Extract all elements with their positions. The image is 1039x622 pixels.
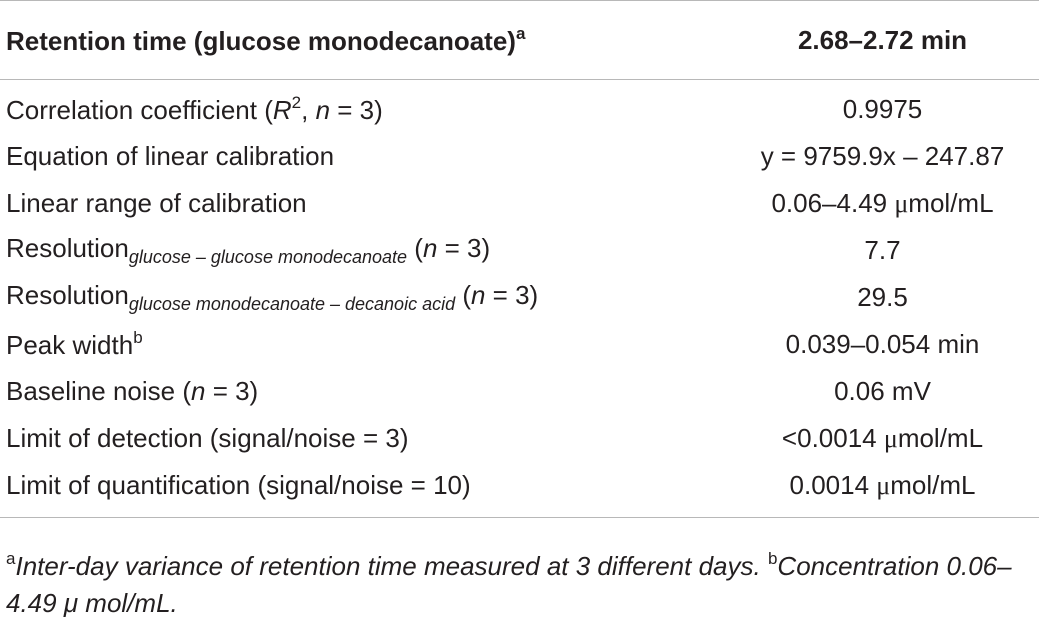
table-row: Baseline noise (n = 3) 0.06 mV (0, 368, 1039, 415)
row-label: Correlation coefficient (R2, n = 3) (6, 93, 383, 125)
row-label: Baseline noise (n = 3) (6, 376, 259, 406)
row-label: Linear range of calibration (6, 188, 307, 218)
table-row: Equation of linear calibration y = 9759.… (0, 133, 1039, 180)
table-row: Resolutionglucose – glucose monodecanoat… (0, 227, 1039, 274)
header-parameter: Retention time (glucose monodecanoate)a (6, 23, 526, 56)
table-row: Correlation coefficient (R2, n = 3) 0.99… (0, 80, 1039, 134)
table-row: Resolutionglucose monodecanoate – decano… (0, 274, 1039, 321)
footnote-a-text: Inter-day variance of retention time mea… (15, 551, 768, 581)
footnote-b-marker: b (767, 549, 778, 568)
row-label: Equation of linear calibration (6, 141, 335, 171)
table-header-row: Retention time (glucose monodecanoate)a … (0, 0, 1039, 80)
table-row: Limit of detection (signal/noise = 3) <0… (0, 415, 1039, 462)
row-value: 0.06 mV (834, 376, 931, 406)
row-value: 29.5 (857, 282, 908, 312)
row-value: y = 9759.9x – 247.87 (760, 141, 1005, 171)
row-value: 7.7 (864, 235, 901, 265)
table-row: Limit of quantification (signal/noise = … (0, 462, 1039, 518)
table-row: Linear range of calibration 0.06–4.49 μm… (0, 180, 1039, 227)
header-value: 2.68–2.72 min (797, 24, 968, 55)
row-label: Limit of quantification (signal/noise = … (6, 470, 471, 500)
row-label: Limit of detection (signal/noise = 3) (6, 423, 409, 453)
row-label: Resolutionglucose – glucose monodecanoat… (6, 233, 491, 267)
table-row: Peak widthb 0.039–0.054 min (0, 321, 1039, 368)
table-footnotes: aInter-day variance of retention time me… (6, 540, 1036, 622)
row-value: <0.0014 μmol/mL (781, 423, 984, 453)
footnote-marker-b: b (133, 328, 143, 347)
validation-table: Retention time (glucose monodecanoate)a … (0, 0, 1039, 518)
row-value: 0.0014 μmol/mL (789, 470, 976, 500)
footnote-a-marker: a (6, 549, 16, 568)
row-value: 0.9975 (842, 94, 923, 124)
row-label: Peak widthb (6, 328, 143, 360)
footnote-marker-a: a (515, 23, 526, 43)
row-value: 0.06–4.49 μmol/mL (771, 188, 994, 218)
row-label: Resolutionglucose monodecanoate – decano… (6, 280, 539, 314)
footnote-b-text: Concentration 0.06–4.49 μ mol/mL. (6, 551, 1012, 618)
row-value: 0.039–0.054 min (785, 329, 980, 359)
